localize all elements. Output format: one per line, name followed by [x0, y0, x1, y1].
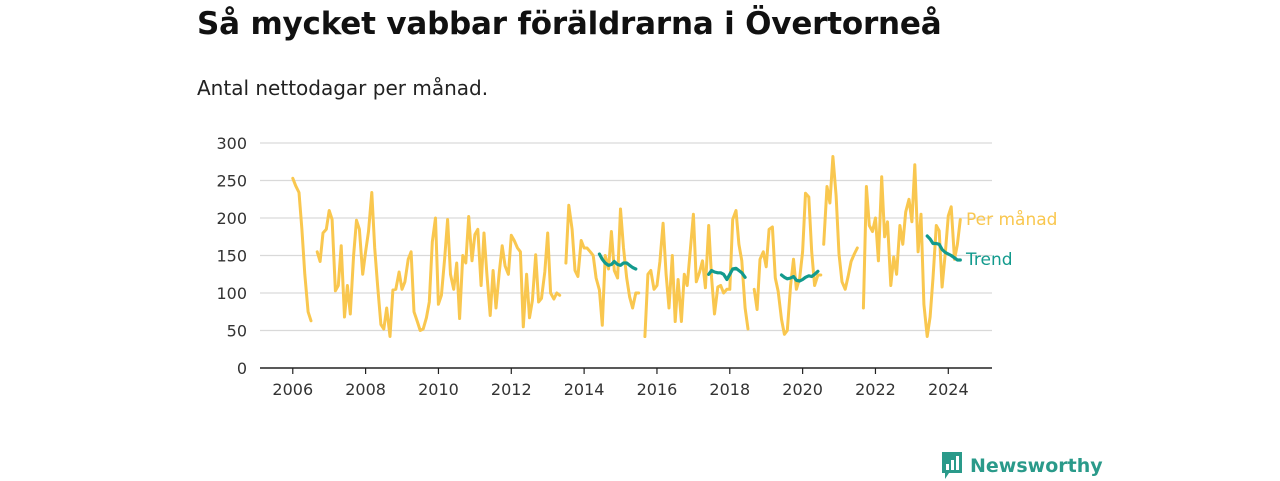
x-tick-label: 2014 [564, 380, 605, 399]
x-axis: 2006 2008 2010 2012 2014 2016 2018 2020 2022 2024 [260, 367, 992, 399]
x-tick-label: 2010 [418, 380, 459, 399]
x-tick-label: 2012 [491, 380, 532, 399]
y-tick-label: 200 [216, 209, 247, 228]
monthly-series-line [822, 155, 859, 291]
trend-series-line [707, 266, 747, 282]
newsworthy-logo-icon [942, 452, 962, 479]
brand-name: Newsworthy [970, 455, 1103, 477]
y-tick-label: 0 [237, 359, 247, 378]
monthly-series-line [861, 163, 962, 338]
y-tick-label: 100 [216, 284, 247, 303]
y-tick-label: 50 [227, 322, 247, 341]
series-labels: Per månad Trend [965, 209, 1057, 270]
monthly-series-line [643, 209, 750, 338]
trend-series-line [925, 234, 962, 262]
x-tick-label: 2016 [637, 380, 678, 399]
x-tick-label: 2022 [855, 380, 896, 399]
gridlines [260, 142, 992, 332]
y-tick-label: 300 [216, 134, 247, 153]
monthly-series-line [564, 203, 641, 327]
monthly-series-line [752, 191, 823, 336]
x-tick-label: 2018 [709, 380, 750, 399]
y-axis-ticks: 0 50 100 150 200 250 300 [216, 134, 247, 378]
x-tick-label: 2020 [782, 380, 823, 399]
series-label-monthly: Per månad [966, 209, 1057, 230]
trend-series-line [597, 252, 638, 271]
monthly-series-line [315, 191, 562, 338]
x-tick-label: 2008 [345, 380, 386, 399]
newsworthy-brand[interactable]: Newsworthy [940, 451, 1103, 481]
series-label-trend: Trend [965, 250, 1013, 270]
trend-series-line [779, 269, 820, 283]
monthly-series-line [291, 176, 313, 323]
x-tick-label: 2006 [272, 380, 313, 399]
x-tick-label: 2024 [928, 380, 969, 399]
y-tick-label: 150 [216, 247, 247, 266]
series-lines [291, 155, 962, 338]
y-tick-label: 250 [216, 172, 247, 191]
chart-title: Så mycket vabbar föräldrarna i Övertorne… [197, 6, 942, 42]
chart-subtitle: Antal nettodagar per månad. [197, 76, 489, 100]
